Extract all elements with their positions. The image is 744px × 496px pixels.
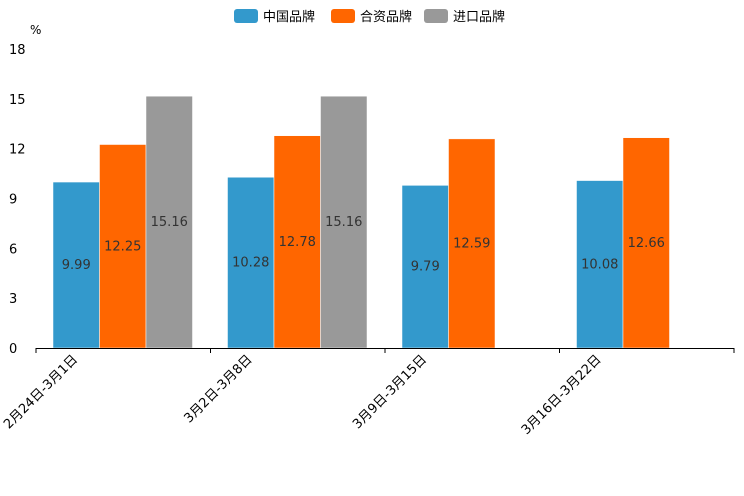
y-axis: 0 3 6 9 12 15 18	[9, 43, 26, 357]
bar	[52, 181, 100, 349]
data-label: 10.08	[581, 257, 618, 272]
data-label: 15.16	[325, 215, 362, 230]
x-axis: 2月24日-3月1日 3月2日-3月8日 3月9日-3月15日 3月16日-3月22日	[1, 348, 735, 438]
x-tick-label: 3月2日-3月8日	[181, 352, 255, 426]
legend-label: 中国品牌	[263, 9, 315, 25]
y-tick-label: 6	[9, 242, 17, 257]
legend: 中国品牌 合资品牌 进口品牌	[234, 9, 505, 25]
data-label: 10.28	[232, 256, 269, 271]
bar	[273, 135, 321, 349]
bar	[448, 138, 496, 349]
legend-label: 进口品牌	[453, 9, 505, 25]
x-tick-label: 3月9日-3月15日	[350, 352, 430, 432]
data-label: 12.66	[628, 236, 665, 251]
data-label: 15.16	[151, 215, 188, 230]
data-label: 9.99	[62, 258, 91, 273]
bars	[52, 95, 670, 349]
y-tick-label: 12	[9, 143, 26, 158]
legend-label: 合资品牌	[360, 9, 412, 25]
bar	[227, 176, 275, 349]
bar	[622, 137, 670, 349]
bar	[320, 95, 368, 349]
data-label: 12.59	[453, 236, 490, 251]
data-label: 12.78	[279, 235, 316, 250]
y-tick-label: 18	[9, 43, 26, 58]
data-labels: 9.99 12.25 15.16 10.28 12.78 15.16 9.79 12.59 10…	[62, 215, 665, 275]
legend-swatch	[424, 9, 448, 23]
y-tick-label: 0	[9, 342, 17, 357]
y-axis-unit-label: %	[30, 23, 41, 37]
bar	[145, 95, 193, 349]
legend-swatch	[331, 9, 355, 23]
y-tick-label: 15	[9, 93, 26, 108]
x-tick-label: 2月24日-3月1日	[1, 352, 81, 432]
legend-swatch	[234, 9, 258, 23]
y-tick-label: 3	[9, 292, 17, 307]
data-label: 12.25	[104, 239, 141, 254]
bar	[401, 185, 449, 349]
x-tick-label: 3月16日-3月22日	[519, 352, 605, 438]
data-label: 9.79	[411, 260, 440, 275]
bar	[99, 144, 147, 349]
y-tick-label: 9	[9, 193, 17, 208]
